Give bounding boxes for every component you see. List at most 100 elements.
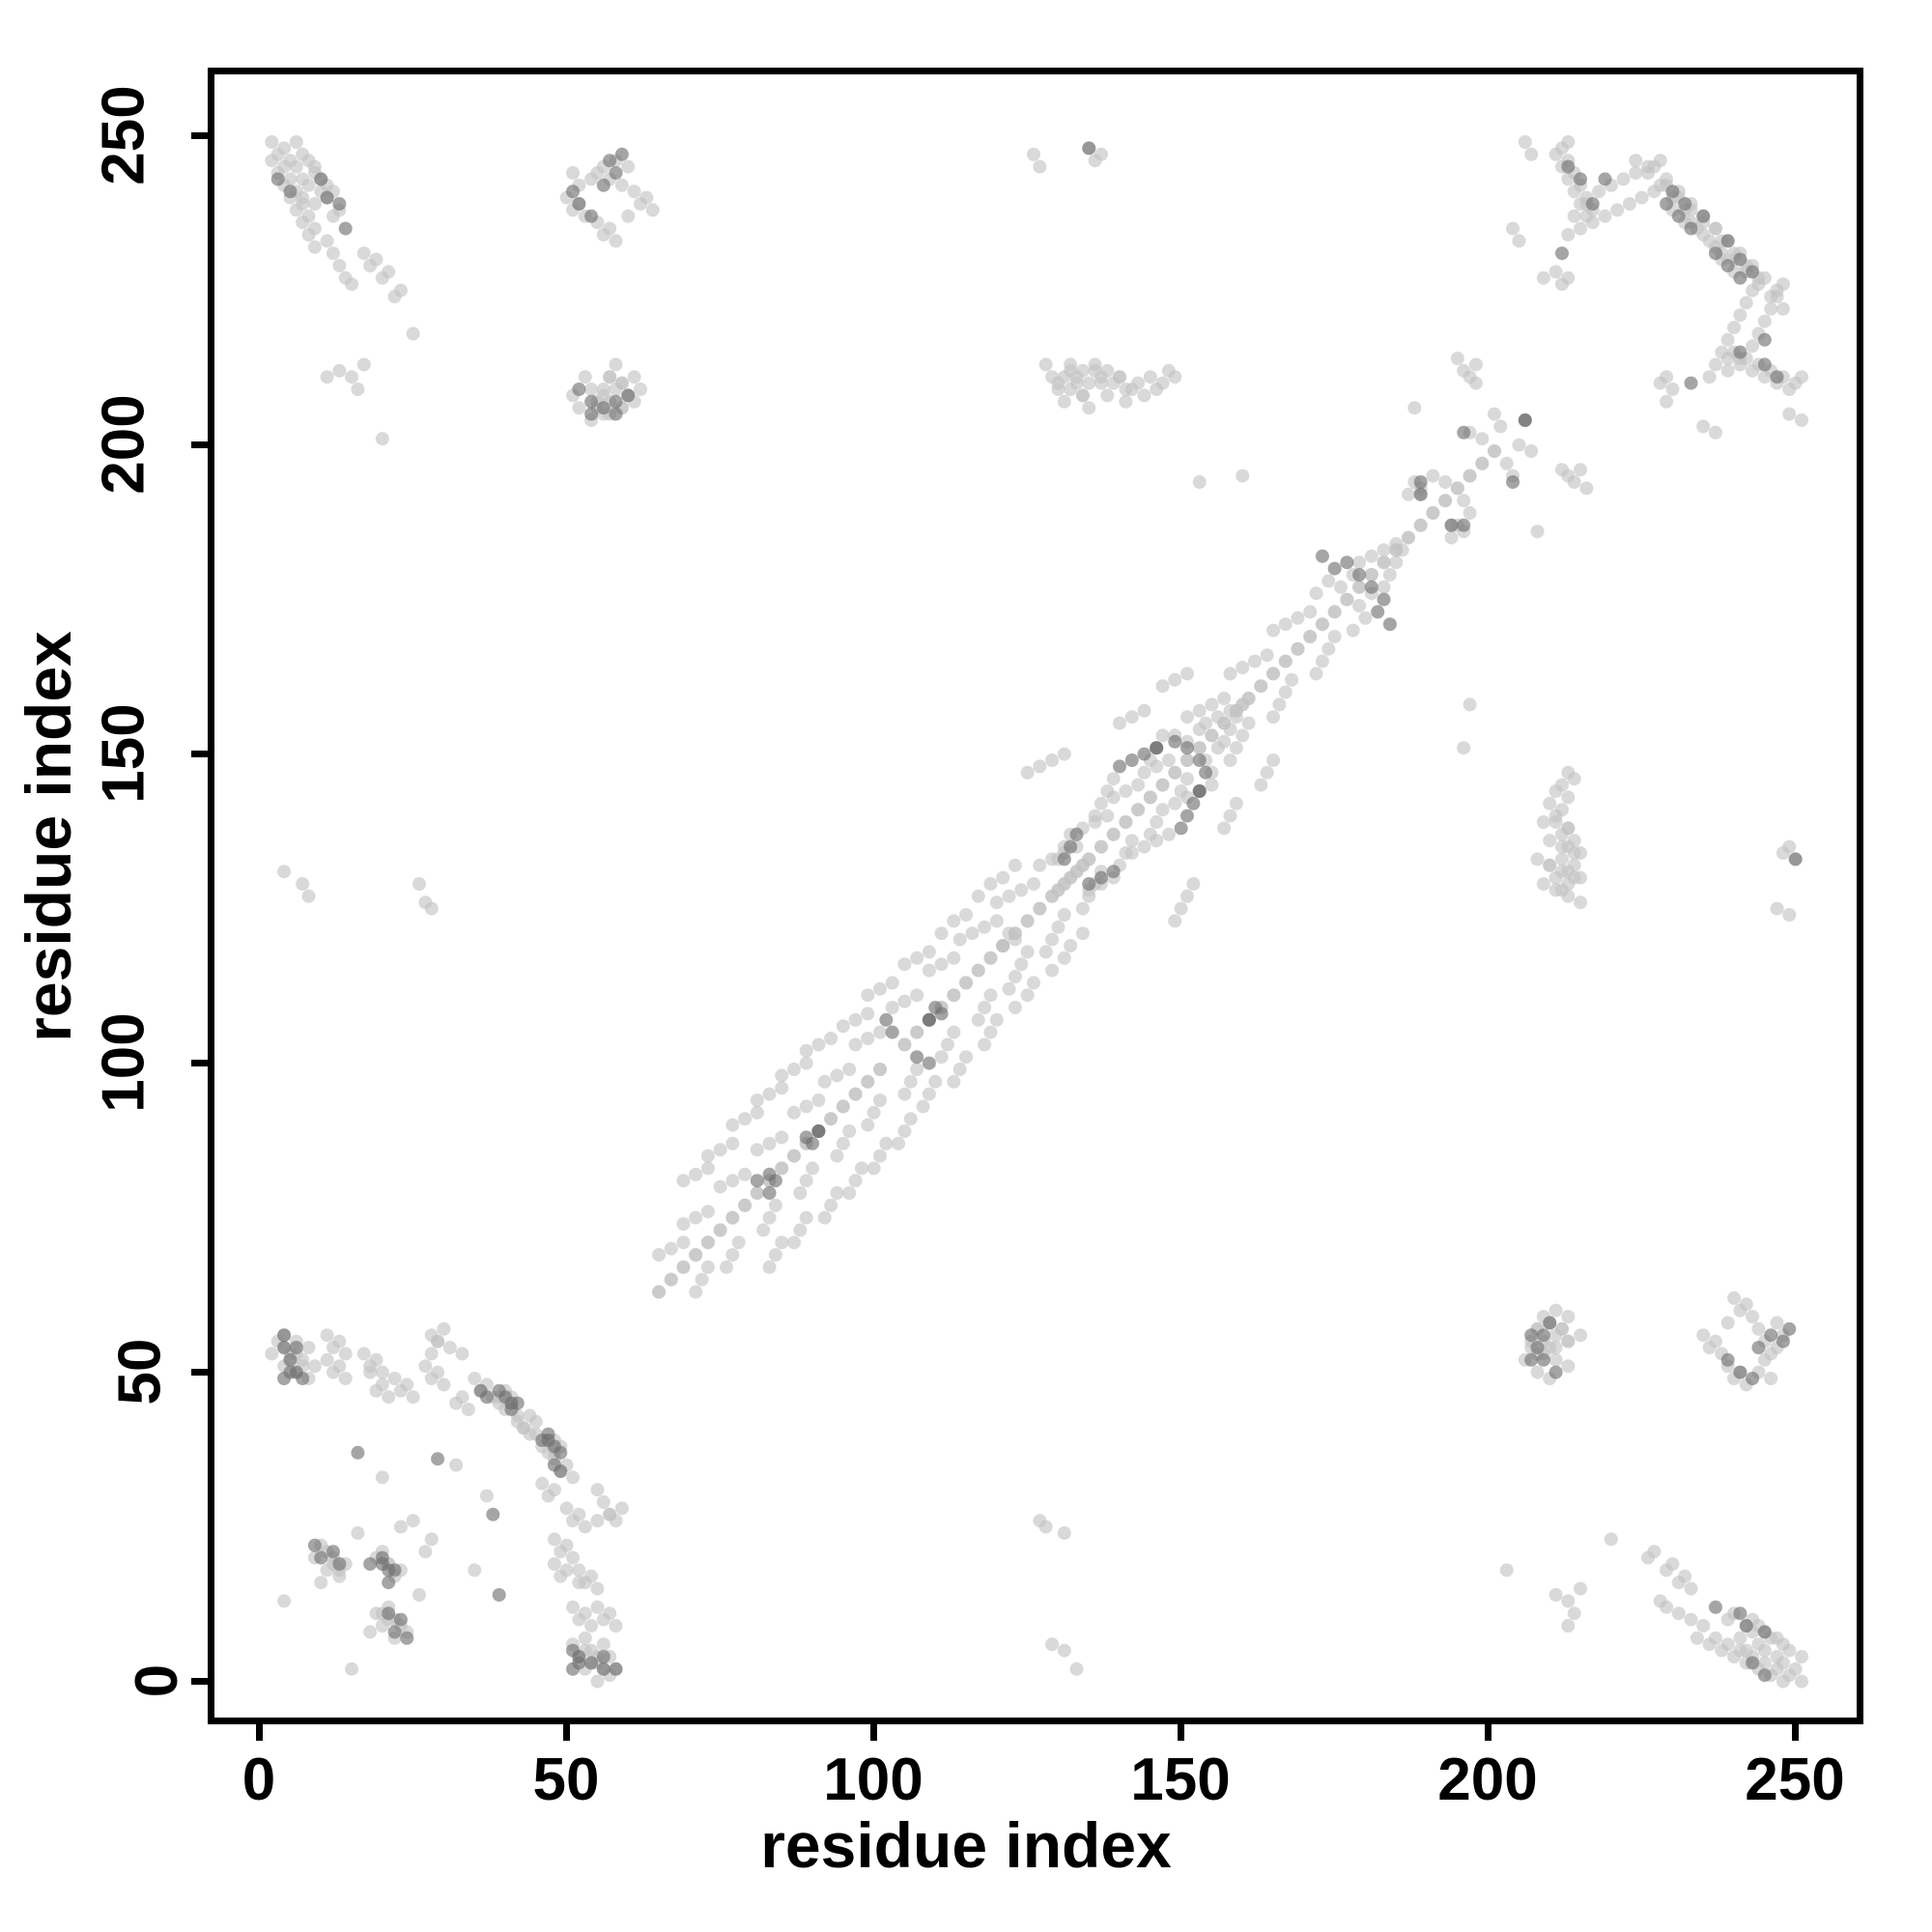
- contact-point: [700, 1161, 715, 1176]
- contact-point: [1548, 784, 1563, 798]
- contact-point: [1739, 1619, 1753, 1633]
- contact-point: [1733, 1365, 1747, 1379]
- contact-point: [627, 370, 641, 384]
- contact-point: [1770, 370, 1784, 384]
- contact-point: [479, 1489, 494, 1503]
- contact-point: [1377, 555, 1391, 570]
- contact-point: [554, 1569, 568, 1583]
- contact-point: [449, 1458, 464, 1472]
- contact-point: [867, 1105, 881, 1120]
- contact-point: [277, 1372, 292, 1385]
- contact-point: [1518, 135, 1532, 149]
- contact-point: [1045, 963, 1060, 978]
- contact-point: [1168, 765, 1182, 780]
- contact-point: [971, 889, 985, 903]
- contact-point: [731, 1236, 746, 1250]
- contact-point: [1457, 518, 1471, 532]
- contact-point: [756, 1223, 771, 1237]
- contact-point: [492, 1383, 506, 1398]
- contact-point: [1776, 1674, 1790, 1689]
- contact-point: [1561, 1359, 1576, 1374]
- contact-point: [879, 1136, 894, 1151]
- contact-point: [775, 1161, 789, 1176]
- contact-point: [1770, 1316, 1784, 1330]
- contact-point: [590, 1483, 605, 1497]
- contact-point: [848, 1087, 863, 1101]
- contact-point: [1180, 809, 1194, 823]
- contact-point: [1223, 809, 1237, 823]
- contact-point: [1764, 290, 1778, 303]
- contact-point: [345, 1662, 359, 1676]
- contact-point: [689, 1248, 703, 1262]
- contact-point: [296, 877, 310, 891]
- contact-point: [1057, 852, 1071, 867]
- contact-point: [406, 1390, 420, 1405]
- contact-point: [326, 1341, 340, 1354]
- x-tick-mark: [1177, 1724, 1184, 1741]
- contact-point: [1795, 1674, 1808, 1689]
- contact-point: [965, 926, 980, 941]
- contact-point: [775, 1130, 789, 1145]
- contact-point: [1746, 265, 1760, 279]
- contact-point: [1708, 221, 1722, 236]
- contact-point: [725, 1210, 740, 1225]
- contact-point: [1057, 908, 1071, 922]
- contact-point: [1782, 407, 1797, 421]
- contact-point: [1407, 401, 1422, 415]
- contact-point: [1543, 1316, 1557, 1330]
- contact-point: [1057, 951, 1071, 965]
- contact-point: [1720, 363, 1735, 378]
- contact-point: [762, 1260, 777, 1274]
- contact-point: [375, 1550, 389, 1565]
- y-tick-mark: [191, 1368, 208, 1376]
- y-tick-label: 200: [58, 394, 174, 494]
- contact-point: [1124, 834, 1139, 848]
- contact-point: [1205, 728, 1219, 743]
- contact-point: [652, 1248, 667, 1262]
- contact-point: [983, 1025, 998, 1039]
- contact-point: [1536, 877, 1550, 891]
- contact-point: [983, 988, 998, 1003]
- contact-point: [572, 1650, 586, 1663]
- contact-point: [609, 1619, 623, 1633]
- contact-point: [1524, 1352, 1539, 1367]
- contact-point: [1364, 568, 1378, 582]
- contact-point: [393, 1520, 408, 1534]
- contact-point: [836, 1019, 850, 1034]
- contact-point: [922, 1056, 936, 1070]
- contact-point: [584, 394, 599, 409]
- scatter-series-contact-light: [265, 135, 1808, 1689]
- contact-point: [983, 877, 998, 891]
- contact-point: [1327, 561, 1342, 576]
- contact-point: [1561, 1594, 1576, 1608]
- contact-point: [903, 1112, 918, 1126]
- contact-point: [1561, 1619, 1576, 1633]
- contact-point: [277, 1328, 292, 1343]
- contact-point: [1757, 370, 1772, 384]
- contact-point: [1684, 1581, 1698, 1596]
- contact-point: [1266, 667, 1281, 681]
- contact-point: [387, 1563, 402, 1577]
- contact-point: [1598, 172, 1612, 186]
- contact-point: [1371, 605, 1385, 619]
- contact-point: [664, 1241, 678, 1256]
- contact-point: [621, 209, 636, 223]
- contact-point: [1272, 697, 1287, 712]
- contact-point: [1088, 363, 1102, 378]
- contact-point: [695, 1272, 709, 1287]
- contact-point: [510, 1414, 525, 1429]
- contact-point: [750, 1094, 764, 1107]
- contact-point: [301, 228, 316, 242]
- contact-point: [1254, 778, 1268, 792]
- contact-point: [1033, 1514, 1047, 1528]
- contact-point: [1561, 790, 1576, 805]
- contact-point: [1524, 147, 1539, 161]
- contact-point: [750, 1105, 764, 1120]
- contact-point: [1045, 370, 1060, 384]
- contact-point: [1554, 1321, 1569, 1336]
- contact-point: [1641, 166, 1655, 180]
- contact-point: [1377, 592, 1391, 607]
- x-tick-label: 150: [1130, 1747, 1231, 1813]
- contact-point: [1168, 734, 1182, 749]
- contact-point: [1720, 352, 1735, 365]
